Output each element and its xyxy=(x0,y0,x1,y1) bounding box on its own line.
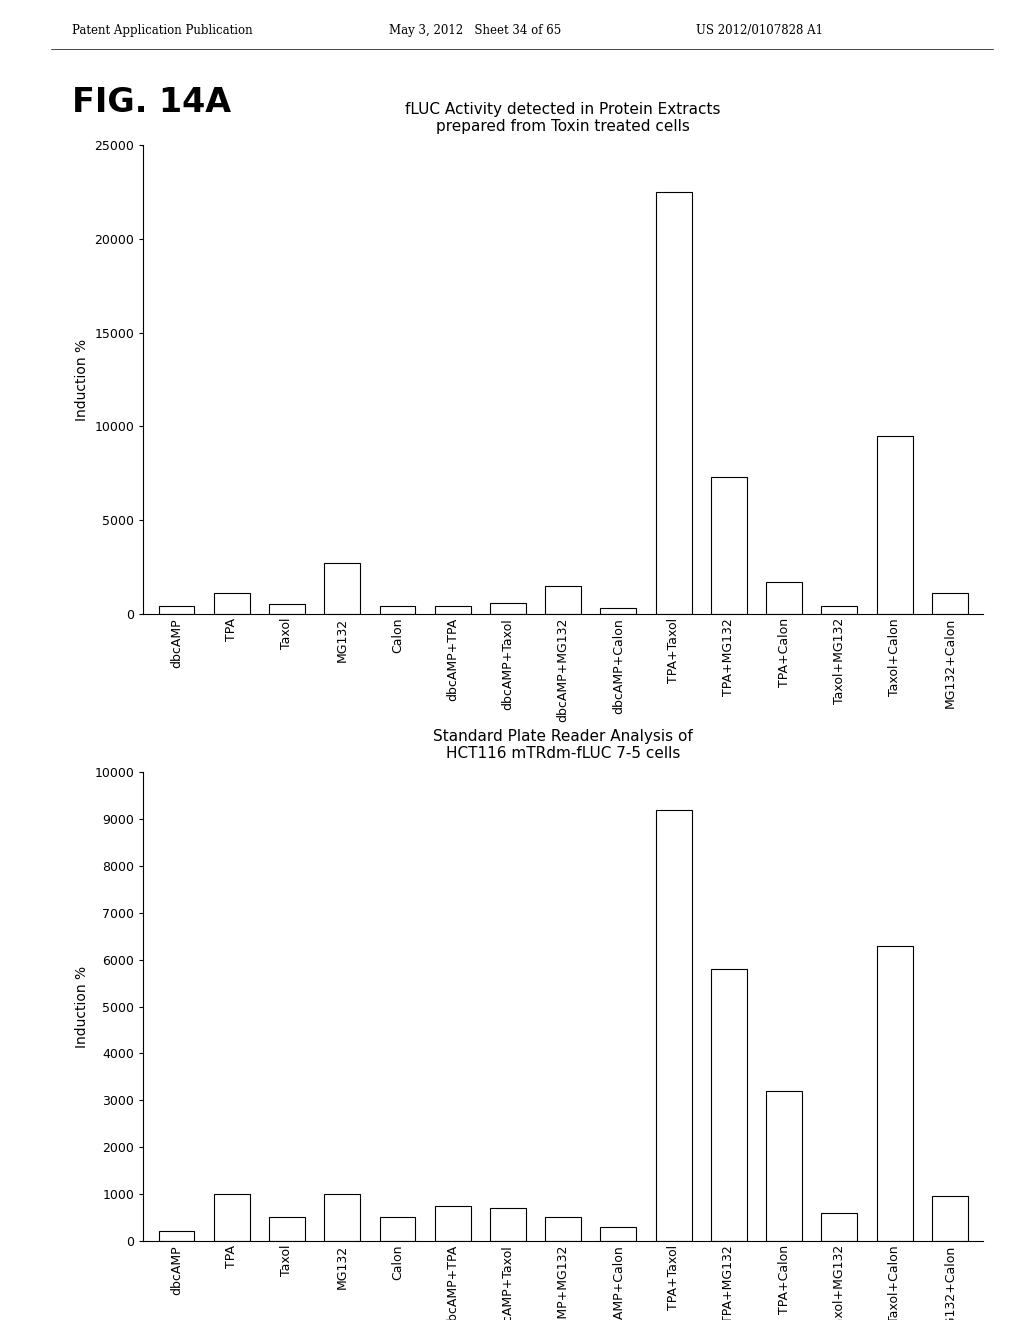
Bar xyxy=(435,606,471,614)
Text: Patent Application Publication: Patent Application Publication xyxy=(72,24,252,37)
Bar xyxy=(766,582,802,614)
Bar xyxy=(214,1193,250,1241)
Bar xyxy=(159,606,195,614)
Bar xyxy=(766,1090,802,1241)
Bar xyxy=(821,1213,857,1241)
Text: US 2012/0107828 A1: US 2012/0107828 A1 xyxy=(696,24,823,37)
Bar xyxy=(655,191,691,614)
Bar xyxy=(435,1205,471,1241)
Bar xyxy=(490,1208,526,1241)
Bar xyxy=(877,945,912,1241)
Bar xyxy=(159,1232,195,1241)
Bar xyxy=(932,593,968,614)
Bar xyxy=(932,1196,968,1241)
Bar xyxy=(325,1193,360,1241)
Bar xyxy=(380,1217,416,1241)
Bar xyxy=(545,1217,582,1241)
Text: FIG. 14A: FIG. 14A xyxy=(72,86,230,119)
Bar xyxy=(600,609,636,614)
Title: fLUC Activity detected in Protein Extracts
prepared from Toxin treated cells: fLUC Activity detected in Protein Extrac… xyxy=(406,102,721,135)
Bar xyxy=(655,809,691,1241)
Bar xyxy=(214,593,250,614)
Bar xyxy=(269,605,305,614)
Title: Standard Plate Reader Analysis of
HCT116 mTRdm-fLUC 7-5 cells: Standard Plate Reader Analysis of HCT116… xyxy=(433,729,693,762)
Bar xyxy=(877,436,912,614)
Text: May 3, 2012   Sheet 34 of 65: May 3, 2012 Sheet 34 of 65 xyxy=(389,24,561,37)
Bar xyxy=(711,969,746,1241)
Bar xyxy=(490,602,526,614)
Bar xyxy=(325,564,360,614)
Bar xyxy=(600,1226,636,1241)
Y-axis label: Induction %: Induction % xyxy=(75,338,89,421)
Bar xyxy=(545,586,582,614)
Bar xyxy=(821,606,857,614)
Bar xyxy=(711,477,746,614)
Bar xyxy=(269,1217,305,1241)
Y-axis label: Induction %: Induction % xyxy=(75,965,89,1048)
Bar xyxy=(380,606,416,614)
